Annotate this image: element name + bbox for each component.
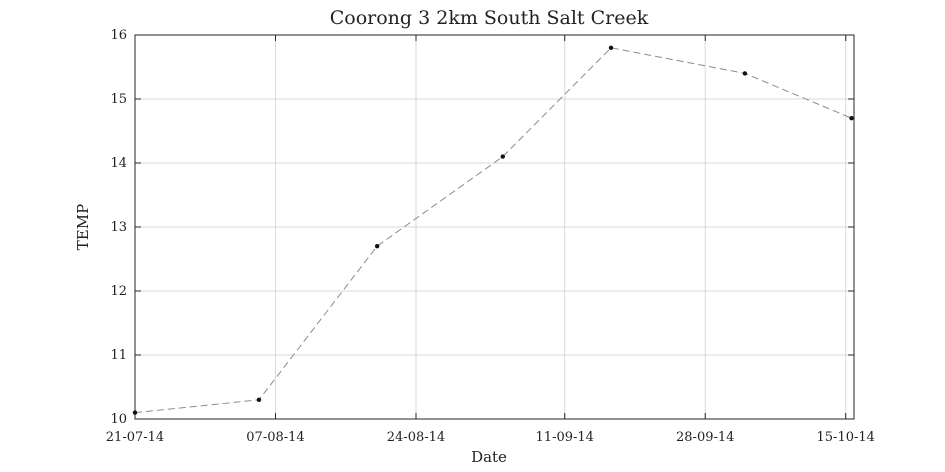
data-point [256,397,262,402]
data-point [500,154,505,159]
y-axis-label: TEMP [74,204,92,250]
y-tick-label: 16 [110,28,127,43]
series-line-temp [134,47,852,414]
y-tick-label: 12 [110,284,127,299]
grid-lines [134,34,854,420]
axis-ticks: 10 11 12 13 14 15 16 21-07-14 07-08-14 24-08-14 11… [106,28,875,445]
y-tick-label: 15 [110,92,127,107]
x-tick-label: 28-09-14 [676,430,734,445]
x-tick-label: 07-08-14 [246,430,304,445]
data-point [132,410,138,415]
x-tick-label: 11-09-14 [536,430,594,445]
data-point [742,71,748,76]
series-layer [132,45,854,415]
x-tick-label: 24-08-14 [387,430,445,445]
data-point [374,244,380,249]
x-axis-label: Date [471,448,507,466]
x-tick-label: 15-10-14 [817,430,875,445]
chart-title: Coorong 3 2km South Salt Creek [330,7,649,29]
y-tick-label: 14 [110,156,127,171]
y-tick-label: 11 [110,348,127,363]
data-point [608,45,614,50]
y-tick-label: 13 [110,220,127,235]
x-tick-label: 21-07-14 [106,430,164,445]
data-point [849,116,854,121]
y-tick-label: 10 [110,412,127,427]
